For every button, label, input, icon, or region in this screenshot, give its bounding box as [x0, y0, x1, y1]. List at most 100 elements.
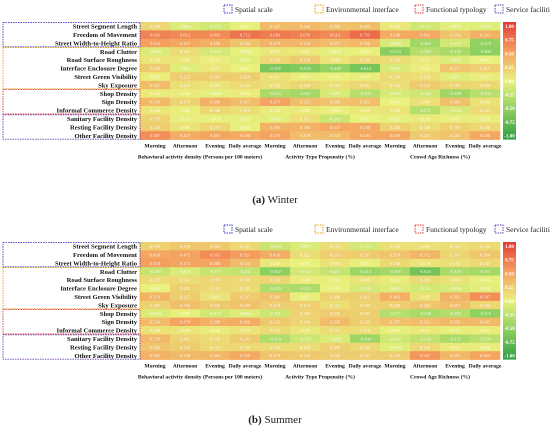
heatmap-cell [260, 258, 291, 268]
heatmap-cell [410, 64, 441, 73]
heatmap-cell [350, 47, 381, 56]
caption-summer-text: Summer [264, 414, 302, 426]
cell-value-label: -0.127 [209, 24, 222, 29]
heatmap-cell [320, 275, 351, 285]
heatmap-cell [170, 284, 201, 293]
cell-value-label: 0.088 [150, 328, 161, 333]
cell-value-label: 0.123 [300, 345, 311, 350]
cell-value-label: 0.547 [420, 353, 431, 358]
heatmap-cell [290, 284, 321, 293]
cell-value-label: 0.712 [240, 32, 251, 37]
cell-value-label: 0.200 [330, 345, 341, 350]
heatmap-cell [440, 64, 471, 73]
heatmap-cell [230, 22, 261, 31]
heatmap-cell [290, 80, 321, 90]
cell-value-label: 0.210 [270, 303, 281, 308]
legend-label: Service facilities [506, 225, 550, 234]
cell-value-label: 0.119 [240, 108, 251, 113]
cell-value-label: 0.237 [360, 252, 371, 257]
heatmap-cell [350, 342, 381, 352]
cell-value-label: 0.010 [180, 108, 191, 113]
legend-swatch [414, 224, 424, 234]
heatmap-cell [320, 64, 351, 73]
legend-swatch [414, 4, 424, 14]
cell-value-label: -0.127 [449, 41, 462, 46]
heatmap-cell [260, 334, 291, 344]
heatmap-cell [380, 258, 411, 268]
row-label: Road Surface Roughness [67, 277, 138, 284]
heatmap-cell [440, 284, 471, 293]
cell-value-label: -0.384 [419, 41, 432, 46]
cell-value-label: 0.342 [480, 320, 491, 325]
heatmap-cell [380, 55, 411, 65]
heatmap-cell [470, 258, 501, 268]
heatmap-cell [440, 47, 471, 56]
cell-value-label: 0.179 [150, 116, 161, 121]
cell-value-label: -0.177 [209, 269, 222, 274]
cell-value-label: 0.262 [420, 303, 431, 308]
cell-value-label: 0.443 [360, 133, 371, 138]
cell-value-label: -0.104 [449, 108, 462, 113]
row-label: Road Surface Roughness [67, 57, 138, 64]
cell-value-label: 0.755 [360, 32, 371, 37]
cell-value-label: -0.323 [299, 286, 312, 291]
cell-value-label: -0.492 [269, 269, 282, 274]
cell-value-label: 0.203 [180, 286, 191, 291]
colorbar-tick-label: -0.25 [504, 94, 515, 99]
legend-label: Service facilities [506, 5, 550, 14]
cell-value-label: 0.430 [360, 125, 371, 130]
heatmap-cell [200, 267, 231, 276]
cell-value-label: 0.110 [270, 83, 281, 88]
colorbar-tick-label: -0.75 [504, 121, 515, 126]
cell-value-label: 0.195 [300, 311, 311, 316]
heatmap-cell [290, 114, 321, 124]
cell-value-label: 0.229 [300, 58, 311, 63]
heatmap-cell [140, 55, 171, 65]
caption-winter: (a) Winter [0, 194, 550, 206]
heatmap-cell [170, 122, 201, 132]
heatmap-cell [410, 275, 441, 285]
row-label: Interface Enclosure Degree [60, 66, 137, 73]
heatmap-cell [350, 106, 381, 115]
heatmap-cell [320, 309, 351, 318]
cell-value-label: 0.458 [150, 252, 161, 257]
heatmap-cell [410, 334, 441, 344]
cell-value-label: 0.166 [480, 303, 491, 308]
cell-value-label: 0.032 [390, 278, 401, 283]
heatmap-cell [140, 242, 171, 251]
cell-value-label: 0.125 [180, 49, 191, 54]
heatmap-cell [350, 22, 381, 31]
cell-value-label: 0.001 [330, 286, 341, 291]
column-label: Evening [445, 364, 465, 370]
row-label: Street Segment Length [73, 24, 138, 31]
cell-value-label: 0.011 [360, 261, 371, 266]
heatmap-cell [260, 326, 291, 335]
heatmap-cell [320, 55, 351, 65]
cell-value-label: 0.057 [270, 49, 281, 54]
row-group-box [2, 334, 141, 360]
cell-value-label: 0.344 [300, 24, 311, 29]
cell-value-label: 0.016 [480, 116, 491, 121]
row-group-box [2, 267, 141, 310]
colorbar-tick-label: 0.50 [505, 52, 514, 57]
row-label: Street Segment Length [73, 244, 138, 251]
heatmap-cell [140, 250, 171, 260]
cell-value-label: -0.335 [269, 91, 282, 96]
heatmap-cell [170, 55, 201, 65]
heatmap-cell [350, 122, 381, 132]
column-group-label: Behavioral activity density (Persons per… [138, 374, 262, 381]
cell-value-label: 0.127 [150, 278, 161, 283]
cell-value-label: 0.122 [390, 58, 401, 63]
heatmap-cell [170, 292, 201, 302]
cell-value-label: 0.131 [270, 328, 281, 333]
cell-value-label: 0.477 [270, 100, 281, 105]
cell-value-label: 0.040 [210, 328, 221, 333]
heatmap-cell [290, 47, 321, 56]
row-group-box [2, 309, 141, 335]
heatmap-cell [470, 97, 501, 107]
heatmap-cell [350, 317, 381, 327]
heatmap-cell [170, 300, 201, 310]
heatmap-cell [170, 38, 201, 48]
cell-value-label: 0.066 [390, 108, 401, 113]
row-label: Sky Exposure [98, 302, 137, 309]
